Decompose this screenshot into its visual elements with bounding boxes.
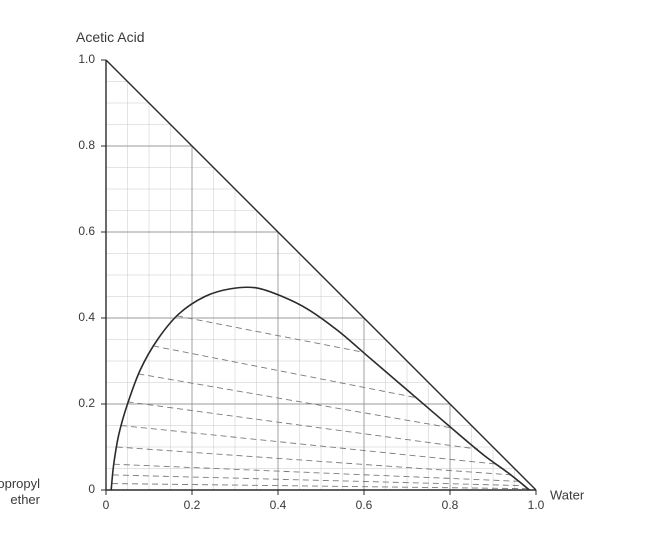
y-tick-label: 0.2	[78, 396, 95, 410]
x-tick-label: 0.4	[270, 498, 287, 512]
x-tick-label: 1.0	[528, 498, 545, 512]
x-tick-label: 0	[103, 498, 110, 512]
x-tick-label: 0.8	[442, 498, 459, 512]
tie-line	[153, 346, 415, 398]
x-tick-label: 0.2	[184, 498, 201, 512]
y-tick-label: 1.0	[78, 52, 95, 66]
ternary-chart: 0 0.2 0.4 0.6 0.8 1.0 0 0.2 0.4 0.6 0.8 1.0 Acetic A…	[0, 0, 651, 560]
left-corner-label-2: ether	[10, 492, 40, 507]
tie-lines	[112, 316, 529, 489]
y-tick-label: 0.8	[78, 138, 95, 152]
tie-line	[121, 426, 497, 465]
y-tick-label: 0.4	[78, 310, 95, 324]
tie-line	[138, 374, 450, 428]
tie-line	[117, 447, 513, 475]
tie-line	[177, 316, 364, 353]
y-tick-label: 0.6	[78, 224, 95, 238]
apex-label: Acetic Acid	[76, 29, 144, 45]
left-corner-label-1: isopropyl	[0, 476, 40, 491]
tie-line	[114, 464, 521, 481]
y-tick-label: 0	[88, 482, 95, 496]
right-corner-label: Water	[550, 487, 585, 502]
x-tick-label: 0.6	[356, 498, 373, 512]
ternary-diagram-container: { "type": "ternary-phase-diagram", "canv…	[0, 0, 651, 560]
